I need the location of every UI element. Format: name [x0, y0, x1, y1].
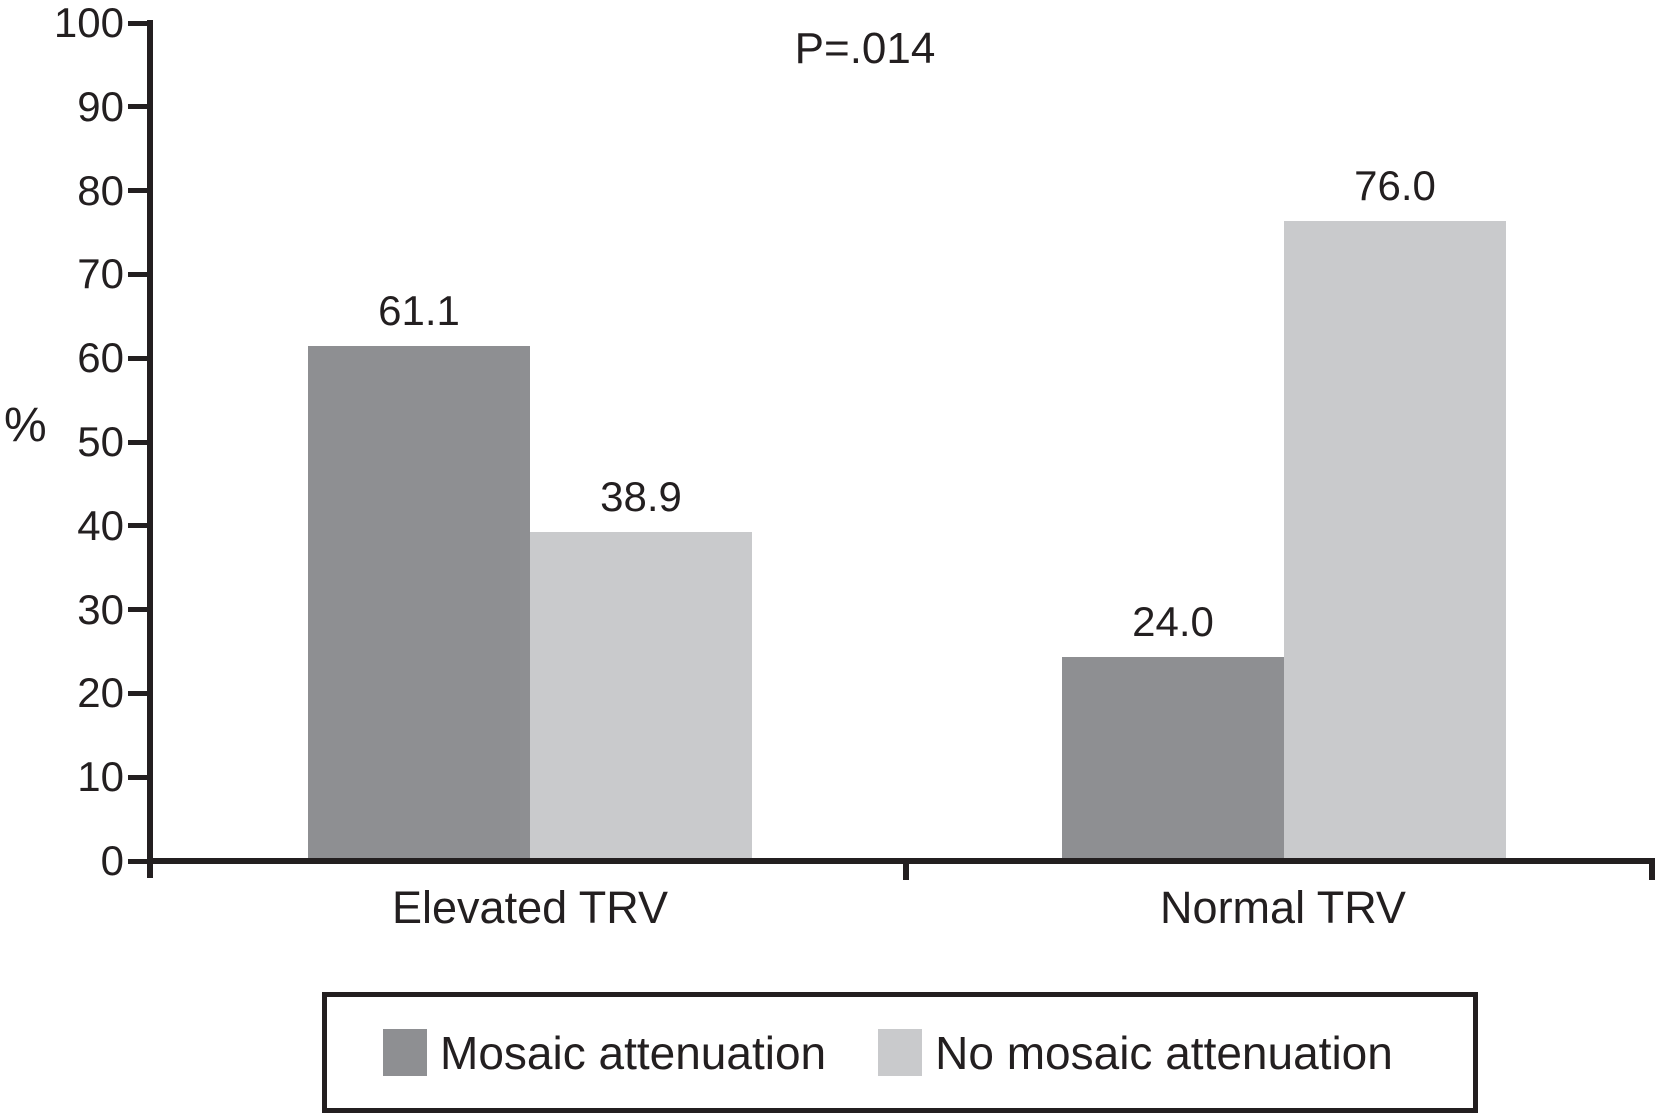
y-axis-line — [147, 20, 153, 878]
bar-value-label: 61.1 — [378, 286, 460, 334]
x-tick-mark — [1649, 858, 1655, 880]
p-value-annotation: P=.014 — [794, 24, 936, 73]
y-tick-label: 30 — [77, 585, 124, 633]
y-tick-label: 10 — [77, 753, 124, 801]
y-tick-label: 80 — [77, 166, 124, 214]
y-tick-label: 60 — [77, 334, 124, 382]
legend-box: Mosaic attenuation No mosaic attenuation — [322, 992, 1478, 1113]
y-tick-mark — [128, 523, 153, 529]
x-tick-mark — [903, 858, 909, 880]
y-tick-mark — [128, 607, 153, 613]
y-tick-label: 100 — [53, 0, 124, 46]
y-tick-mark — [128, 858, 153, 864]
bar-mosaic-attenuation-normal-trv — [1062, 656, 1284, 858]
legend-label-no-mosaic-attenuation: No mosaic attenuation — [935, 1026, 1393, 1079]
bar-mosaic-attenuation-elevated-trv — [308, 345, 530, 858]
y-tick-label: 50 — [77, 418, 124, 465]
y-tick-mark — [128, 355, 153, 361]
category-label-normal-trv: Normal TRV — [1160, 882, 1406, 933]
bar-no-mosaic-attenuation-normal-trv — [1284, 221, 1506, 858]
y-tick-mark — [128, 271, 153, 277]
y-tick-mark — [128, 690, 153, 696]
y-tick-mark — [128, 774, 153, 780]
bar-no-mosaic-attenuation-elevated-trv — [530, 532, 752, 858]
bar-value-label: 38.9 — [600, 473, 682, 521]
legend-label-mosaic-attenuation: Mosaic attenuation — [440, 1026, 827, 1079]
bar-value-label: 76.0 — [1354, 162, 1436, 210]
y-tick-mark — [128, 20, 153, 26]
legend-item-no-mosaic-attenuation: No mosaic attenuation — [878, 1026, 1393, 1080]
y-tick-mark — [128, 439, 153, 445]
y-tick-label: 40 — [77, 501, 124, 549]
x-axis-line — [147, 858, 1655, 864]
y-tick-label: 70 — [77, 250, 124, 298]
legend-item-mosaic-attenuation: Mosaic attenuation — [383, 1026, 826, 1080]
category-label-elevated-trv: Elevated TRV — [392, 882, 668, 933]
y-axis-label: % — [4, 399, 47, 452]
bar-value-label: 24.0 — [1132, 597, 1214, 645]
y-tick-mark — [128, 104, 153, 110]
y-tick-mark — [128, 188, 153, 194]
legend-swatch-mosaic-attenuation — [383, 1029, 427, 1076]
legend-swatch-no-mosaic-attenuation — [878, 1029, 923, 1076]
y-tick-label: 90 — [77, 82, 124, 130]
y-tick-label: 20 — [77, 669, 124, 717]
y-tick-label: 0 — [100, 837, 124, 884]
